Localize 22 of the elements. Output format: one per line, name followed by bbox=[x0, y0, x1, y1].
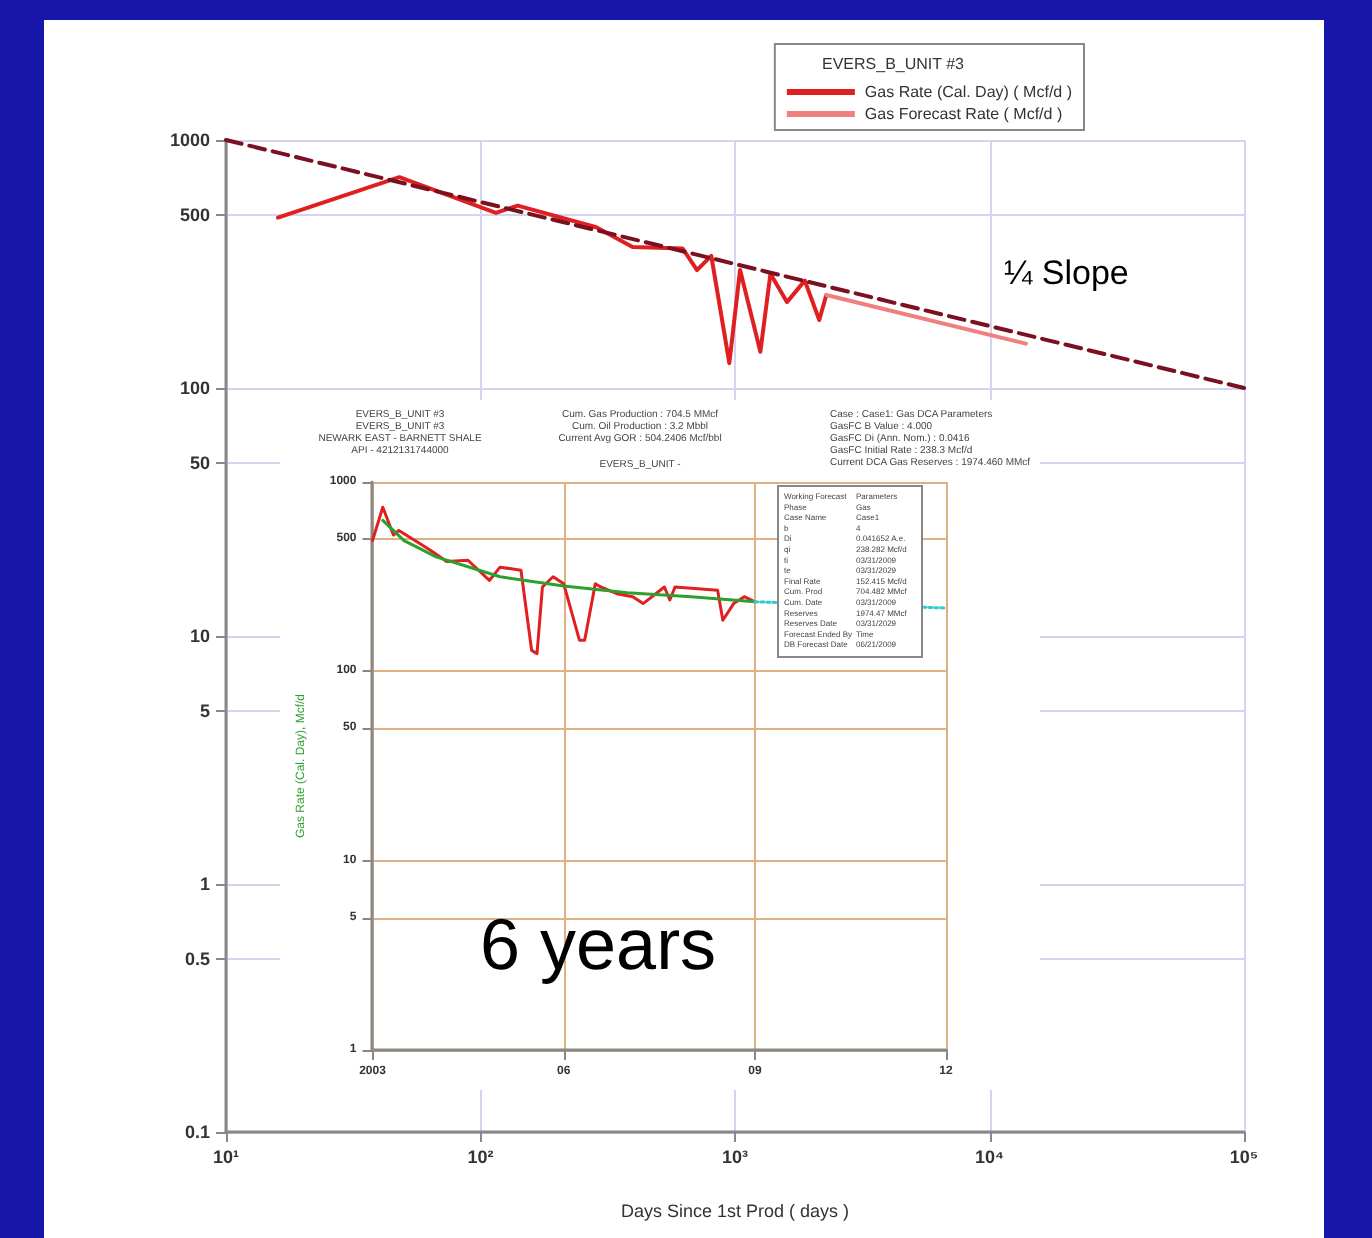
y-tick-label: 50 bbox=[189, 452, 210, 473]
y-tick-label: 5 bbox=[199, 700, 210, 721]
y-tick-label: 0.5 bbox=[184, 948, 210, 969]
legend-title: EVERS_B_UNIT #3 bbox=[822, 55, 966, 73]
y-tick-label: 100 bbox=[179, 378, 210, 398]
y-tick-label: 0.1 bbox=[184, 1122, 210, 1142]
y-tick-label: 1 bbox=[199, 874, 210, 894]
x-tick-label: 10⁴ bbox=[975, 1147, 1004, 1167]
y-tick-label: 500 bbox=[179, 204, 210, 225]
line-series bbox=[371, 505, 757, 656]
y-tick-label: 10 bbox=[189, 626, 210, 646]
line-series bbox=[381, 518, 757, 604]
legend-label: Gas Rate (Cal. Day) ( Mcf/d ) bbox=[864, 83, 1073, 101]
annotation: 6 years bbox=[480, 903, 717, 985]
x-axis-title: Days Since 1st Prod ( days ) bbox=[620, 1201, 850, 1221]
y-tick-label: 1000 bbox=[169, 130, 210, 150]
x-tick-label: 10³ bbox=[721, 1147, 749, 1167]
annotation: ¼ Slope bbox=[1004, 254, 1129, 292]
x-tick-label: 10⁵ bbox=[1229, 1147, 1259, 1167]
legend-label: Gas Forecast Rate ( Mcf/d ) bbox=[864, 105, 1063, 123]
x-tick-label: 10¹ bbox=[212, 1147, 240, 1167]
x-tick-label: 10² bbox=[467, 1147, 494, 1167]
